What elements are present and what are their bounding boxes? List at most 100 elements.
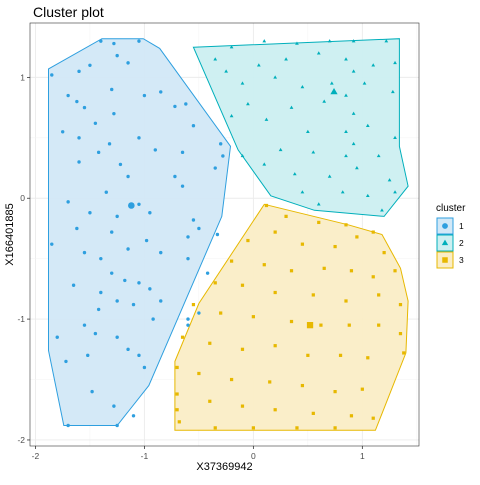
cluster-2-point bbox=[229, 45, 234, 49]
cluster-1-point bbox=[142, 365, 147, 370]
cluster-2-point bbox=[344, 57, 348, 61]
cluster-2-point bbox=[344, 93, 348, 97]
cluster-1-point bbox=[131, 414, 136, 418]
cluster-3-point bbox=[191, 302, 196, 307]
cluster-1-point bbox=[126, 247, 130, 251]
y-axis-label: X166401885 bbox=[4, 203, 16, 265]
cluster-1-point bbox=[64, 359, 68, 364]
plot-panel-border bbox=[29, 22, 420, 447]
cluster-1-point bbox=[86, 353, 90, 358]
legend-label-2: 2 bbox=[459, 238, 464, 248]
cluster-3-point bbox=[366, 356, 370, 360]
cluster-3-point bbox=[289, 319, 294, 324]
cluster-1-point bbox=[126, 347, 130, 352]
cluster-2-point bbox=[240, 153, 245, 158]
cluster-3-point bbox=[262, 263, 266, 267]
cluster-2-point bbox=[351, 69, 356, 73]
cluster-1-point bbox=[186, 235, 190, 239]
cluster-1-point bbox=[197, 311, 201, 315]
cluster-1-point bbox=[107, 142, 112, 146]
cluster-3-point bbox=[377, 293, 381, 297]
cluster-2-point bbox=[365, 123, 370, 127]
cluster-1-point bbox=[151, 317, 155, 321]
cluster-1-point bbox=[99, 39, 103, 43]
cluster-1-point bbox=[93, 331, 98, 336]
cluster-1-point bbox=[137, 281, 141, 285]
cluster-2-point bbox=[329, 81, 334, 85]
y-axis-ticks: -2 -1 0 1 bbox=[17, 72, 30, 445]
cluster-1-point bbox=[126, 174, 130, 179]
cluster-3-point bbox=[360, 387, 364, 391]
cluster-2-point bbox=[393, 135, 397, 140]
cluster-2-point bbox=[316, 202, 321, 206]
cluster-3-point bbox=[175, 365, 179, 370]
x-axis-label: X37369942 bbox=[196, 461, 252, 473]
cluster-1-point bbox=[115, 53, 119, 58]
x-tick-label: -2 bbox=[32, 451, 40, 461]
cluster-3-point bbox=[317, 220, 321, 225]
cluster-1-point bbox=[191, 218, 196, 222]
cluster-points bbox=[50, 39, 406, 430]
cluster-3-point bbox=[175, 392, 179, 396]
cluster-1-point bbox=[66, 423, 70, 428]
cluster-2-point bbox=[289, 105, 294, 109]
cluster-1-point bbox=[173, 104, 177, 109]
cluster-3-point bbox=[338, 353, 343, 357]
legend-key-1-marker bbox=[442, 223, 448, 229]
x-tick-label: 1 bbox=[360, 451, 365, 461]
cluster-2-point bbox=[264, 117, 269, 121]
cluster-1-point bbox=[215, 232, 220, 237]
cluster-3-point bbox=[322, 266, 326, 270]
cluster-3-point bbox=[273, 344, 277, 348]
cluster-2-point bbox=[256, 63, 261, 67]
y-tick-label: -2 bbox=[17, 435, 25, 445]
legend-title: cluster bbox=[436, 203, 466, 214]
cluster-1-point bbox=[82, 323, 87, 327]
cluster-3-point bbox=[295, 426, 299, 430]
x-axis-ticks: -2 -1 0 1 bbox=[32, 446, 365, 461]
cluster-3-point bbox=[344, 223, 348, 227]
cluster-3-point bbox=[300, 383, 305, 388]
cluster-3-point bbox=[377, 323, 381, 327]
cluster-1-point bbox=[88, 63, 92, 67]
cluster-1-point bbox=[115, 214, 119, 219]
cluster-1-point bbox=[77, 160, 81, 164]
cluster-2-point bbox=[284, 57, 288, 61]
legend: cluster 1 2 3 bbox=[436, 203, 466, 269]
cluster-1-point bbox=[90, 389, 94, 394]
cluster-1-point bbox=[110, 87, 114, 92]
cluster-3-point bbox=[175, 408, 179, 412]
cluster-1-hull bbox=[48, 38, 232, 426]
cluster-2-hull bbox=[192, 38, 409, 217]
cluster-1-point bbox=[112, 111, 116, 116]
cluster-2-point bbox=[351, 141, 356, 146]
cluster-1-point bbox=[186, 323, 190, 327]
cluster-1-point bbox=[82, 250, 87, 255]
cluster-1-point bbox=[123, 278, 127, 283]
cluster-3-point bbox=[371, 416, 375, 420]
cluster-2-point bbox=[311, 150, 316, 154]
cluster-1-point bbox=[191, 124, 196, 128]
cluster-2-point bbox=[246, 101, 250, 106]
cluster-1-point bbox=[115, 299, 119, 303]
cluster-1-point bbox=[144, 238, 149, 243]
cluster-3-point bbox=[268, 380, 272, 384]
cluster-3-point bbox=[333, 389, 337, 394]
cluster-2-point bbox=[365, 193, 370, 198]
cluster-1-point bbox=[186, 317, 190, 321]
cluster-1-point bbox=[142, 93, 147, 98]
cluster-2-point bbox=[355, 166, 359, 170]
cluster-2-point bbox=[278, 147, 283, 152]
cluster-3-point bbox=[273, 230, 277, 234]
cluster-2-point bbox=[292, 172, 297, 176]
cluster-1-point bbox=[96, 150, 101, 155]
cluster-1-point bbox=[50, 242, 54, 246]
cluster-1-point bbox=[77, 69, 81, 74]
cluster-2-point bbox=[393, 60, 397, 65]
cluster-1-point bbox=[205, 271, 210, 275]
cluster-3-point bbox=[349, 269, 354, 273]
cluster-3-point bbox=[347, 323, 351, 327]
cluster-2-point bbox=[371, 63, 376, 67]
cluster-1-point bbox=[126, 61, 130, 65]
